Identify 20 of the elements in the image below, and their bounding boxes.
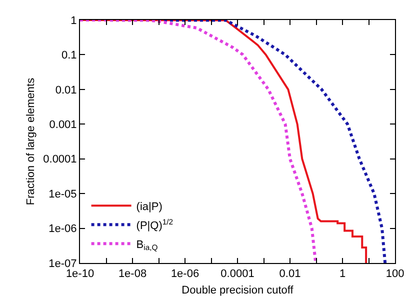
x-axis-title: Double precision cutoff (182, 284, 294, 296)
y-tick-label: 0.001 (49, 118, 77, 131)
legend-label: (P|Q)$^{1/2}$ (136, 217, 174, 232)
x-tick-label: 1 (339, 268, 346, 280)
y-tick-label: 0.0001 (43, 154, 77, 166)
y-tick-label: 1 (70, 14, 77, 27)
x-tick-label: 1e-10 (66, 268, 94, 280)
y-tick-label: 0.01 (55, 84, 77, 96)
y-tick-label: 0.1 (62, 50, 77, 62)
x-tick-label: 0.01 (279, 268, 301, 280)
x-tick-label: 1e-06 (170, 268, 200, 280)
x-tick-label: 1e-08 (118, 268, 147, 280)
y-tick-label: 1e-07 (48, 258, 77, 270)
y-axis-title: Fraction of large elements (24, 77, 37, 206)
x-tick-label: 100 (386, 268, 404, 280)
y-tick-label: 1e-05 (48, 188, 77, 200)
legend-label: (ia|P) (136, 200, 162, 213)
y-tick-label: 1e-06 (48, 223, 77, 236)
x-tick-label: 0.0001 (220, 268, 254, 280)
legend-label: B$_{ia,Q}$ (136, 238, 158, 252)
